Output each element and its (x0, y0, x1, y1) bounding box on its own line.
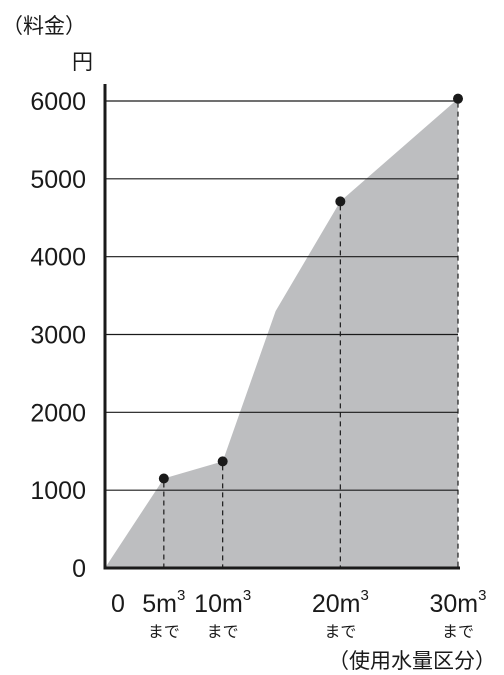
data-point-5 (158, 473, 169, 484)
data-points (158, 93, 463, 484)
x-axis-label: （使用水量区分） (328, 649, 496, 673)
cost-area (105, 98, 458, 568)
x-tick-label-3: 20m3 (312, 587, 369, 618)
data-point-30 (453, 93, 463, 104)
y-axis-unit: 円 (72, 50, 93, 74)
data-point-20 (335, 196, 346, 207)
x-tick-label-4: 30m3 (430, 587, 487, 618)
y-tick-label-0: 0 (72, 555, 86, 583)
x-tick-sublabel-1: まで (148, 622, 180, 641)
y-axis-label: （料金） (2, 14, 86, 38)
x-tick-label-2: 10m3 (194, 587, 251, 618)
y-tick-label-4000: 4000 (30, 244, 86, 272)
area-fill-layer (105, 98, 458, 568)
x-tick-sublabel-4: まで (442, 622, 474, 641)
y-tick-label-2000: 2000 (30, 399, 86, 427)
dropline-layer (163, 102, 459, 568)
x-tick-sublabel-3: まで (324, 622, 356, 641)
y-tick-label-3000: 3000 (30, 322, 86, 350)
gridlines (105, 100, 458, 491)
y-tick-label-5000: 5000 (30, 166, 86, 194)
y-tick-labels: 0 1000 2000 3000 4000 5000 6000 (30, 88, 86, 583)
x-tick-label-0: 0 (111, 590, 125, 618)
y-tick-label-6000: 6000 (30, 88, 86, 116)
x-tick-labels: 0 5m3 まで 10m3 まで 20m3 まで 30m3 まで (111, 587, 486, 641)
data-point-10 (217, 456, 228, 467)
x-tick-sublabel-2: まで (207, 622, 239, 641)
y-tick-label-1000: 1000 (30, 477, 86, 505)
x-tick-label-1: 5m3 (142, 587, 185, 618)
